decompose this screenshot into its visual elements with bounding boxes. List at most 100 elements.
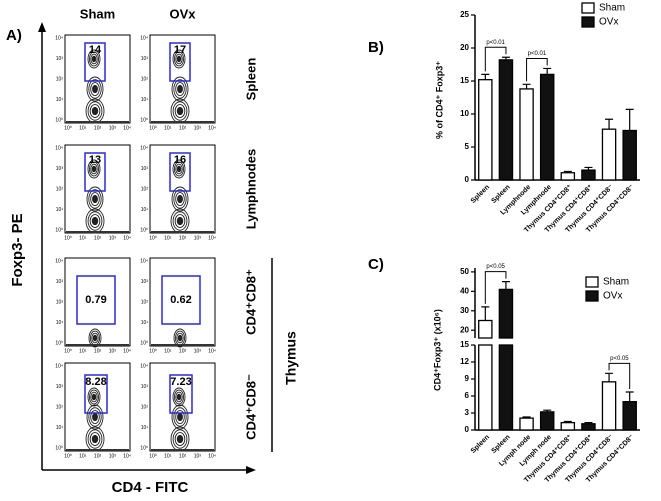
contour bbox=[172, 159, 186, 179]
x-tick-label: 10³ bbox=[109, 453, 117, 459]
y-tick-label: 5 bbox=[465, 142, 470, 151]
x-tick-label: 10³ bbox=[109, 235, 117, 241]
error-bar bbox=[584, 422, 593, 424]
contour bbox=[173, 79, 187, 99]
x-tick-label: 10⁴ bbox=[208, 235, 216, 241]
contour bbox=[173, 189, 187, 209]
y-tick-label: 0 bbox=[465, 425, 470, 434]
x-tick-label: 10⁰ bbox=[64, 125, 72, 131]
y-tick-label: 10² bbox=[56, 76, 64, 82]
x-tick-label: 10² bbox=[94, 125, 102, 131]
x-tick-label: 10¹ bbox=[164, 348, 172, 354]
y-tick-label: 10² bbox=[56, 186, 64, 192]
x-tick-label: 10³ bbox=[109, 348, 117, 354]
contour bbox=[90, 82, 100, 96]
panel-label: A) bbox=[6, 27, 22, 44]
x-tick-label: 10⁰ bbox=[149, 235, 157, 241]
x-tick-label: 10³ bbox=[194, 348, 202, 354]
y-tick-label: 25 bbox=[460, 10, 469, 19]
contour bbox=[90, 192, 100, 206]
error-bar bbox=[563, 170, 572, 173]
annotation: p<0.05 bbox=[486, 264, 505, 270]
bar bbox=[622, 129, 637, 181]
y-tick-label: 10⁴ bbox=[55, 258, 63, 264]
x-tick-label: 10¹ bbox=[79, 125, 87, 131]
x-tick-label: 10¹ bbox=[164, 235, 172, 241]
y-tick-label: 10¹ bbox=[56, 97, 64, 103]
contour bbox=[177, 334, 183, 342]
contour bbox=[176, 434, 184, 444]
contour bbox=[87, 387, 101, 407]
gate-value: 16 bbox=[174, 154, 186, 166]
y-axis-label: Foxp3- PE bbox=[9, 213, 26, 286]
y-tick-label: 10² bbox=[141, 404, 149, 410]
contour bbox=[91, 332, 99, 344]
x-tick-label: 10³ bbox=[194, 453, 202, 459]
x-tick-label: 10³ bbox=[109, 125, 117, 131]
x-tick-label: 10⁴ bbox=[123, 235, 131, 241]
contour bbox=[171, 76, 189, 102]
bar bbox=[581, 423, 596, 431]
contour bbox=[176, 332, 184, 344]
contour bbox=[90, 391, 98, 403]
contour bbox=[177, 84, 183, 94]
x-tick-label: 10⁴ bbox=[208, 125, 216, 131]
gate bbox=[84, 42, 106, 82]
y-tick-label: 10² bbox=[56, 404, 64, 410]
contour bbox=[171, 404, 189, 430]
arrow-head bbox=[246, 466, 256, 474]
y-tick-label: 10³ bbox=[141, 279, 149, 285]
contour bbox=[172, 211, 188, 231]
panel-label: B) bbox=[368, 39, 384, 56]
contour bbox=[89, 432, 101, 446]
bar bbox=[539, 73, 555, 181]
annotation: p<0.05 bbox=[610, 356, 629, 362]
column-header: OVx bbox=[169, 6, 196, 21]
error-bar bbox=[522, 83, 531, 89]
error-bar bbox=[501, 281, 510, 290]
x-tick-label: Spleen bbox=[470, 184, 491, 205]
significance-bracket bbox=[484, 271, 507, 304]
y-tick-label: 10⁰ bbox=[55, 340, 63, 346]
group-label: Thymus bbox=[283, 331, 299, 385]
x-tick-label: 10² bbox=[179, 453, 187, 459]
error-bar bbox=[584, 166, 593, 171]
contour bbox=[175, 410, 185, 424]
bar bbox=[601, 381, 617, 431]
contour bbox=[89, 104, 101, 118]
error-bar bbox=[543, 409, 552, 412]
contour bbox=[87, 49, 101, 69]
contour bbox=[174, 214, 186, 228]
contour bbox=[88, 79, 102, 99]
bar bbox=[498, 59, 514, 181]
bar bbox=[498, 344, 514, 431]
y-tick-label: 10³ bbox=[56, 166, 64, 172]
gate-value: 17 bbox=[174, 44, 186, 56]
contour bbox=[175, 192, 185, 206]
contour bbox=[89, 214, 101, 228]
contour bbox=[176, 55, 182, 63]
x-tick-label: 10⁴ bbox=[123, 125, 131, 131]
bar bbox=[519, 417, 534, 431]
x-tick-label: 10⁰ bbox=[64, 348, 72, 354]
legend-label: OVx bbox=[603, 291, 622, 302]
contour bbox=[175, 391, 183, 403]
contour bbox=[91, 106, 99, 116]
contour bbox=[91, 216, 99, 226]
legend-swatch bbox=[585, 290, 599, 302]
x-tick-label: 10³ bbox=[194, 235, 202, 241]
y-tick-label: 10¹ bbox=[56, 320, 64, 326]
y-tick-label: 10 bbox=[460, 109, 469, 118]
significance-bracket bbox=[608, 362, 631, 390]
contour bbox=[90, 53, 98, 65]
y-tick-label: 10¹ bbox=[141, 425, 149, 431]
contour bbox=[87, 159, 101, 179]
x-tick-label: 10² bbox=[94, 453, 102, 459]
y-tick-label: 10¹ bbox=[141, 97, 149, 103]
y-tick-label: 10⁴ bbox=[55, 363, 63, 369]
legend-swatch bbox=[585, 276, 599, 288]
arrow-head bbox=[38, 22, 46, 32]
contour bbox=[172, 429, 188, 449]
contour bbox=[172, 101, 188, 121]
contour bbox=[91, 165, 97, 173]
